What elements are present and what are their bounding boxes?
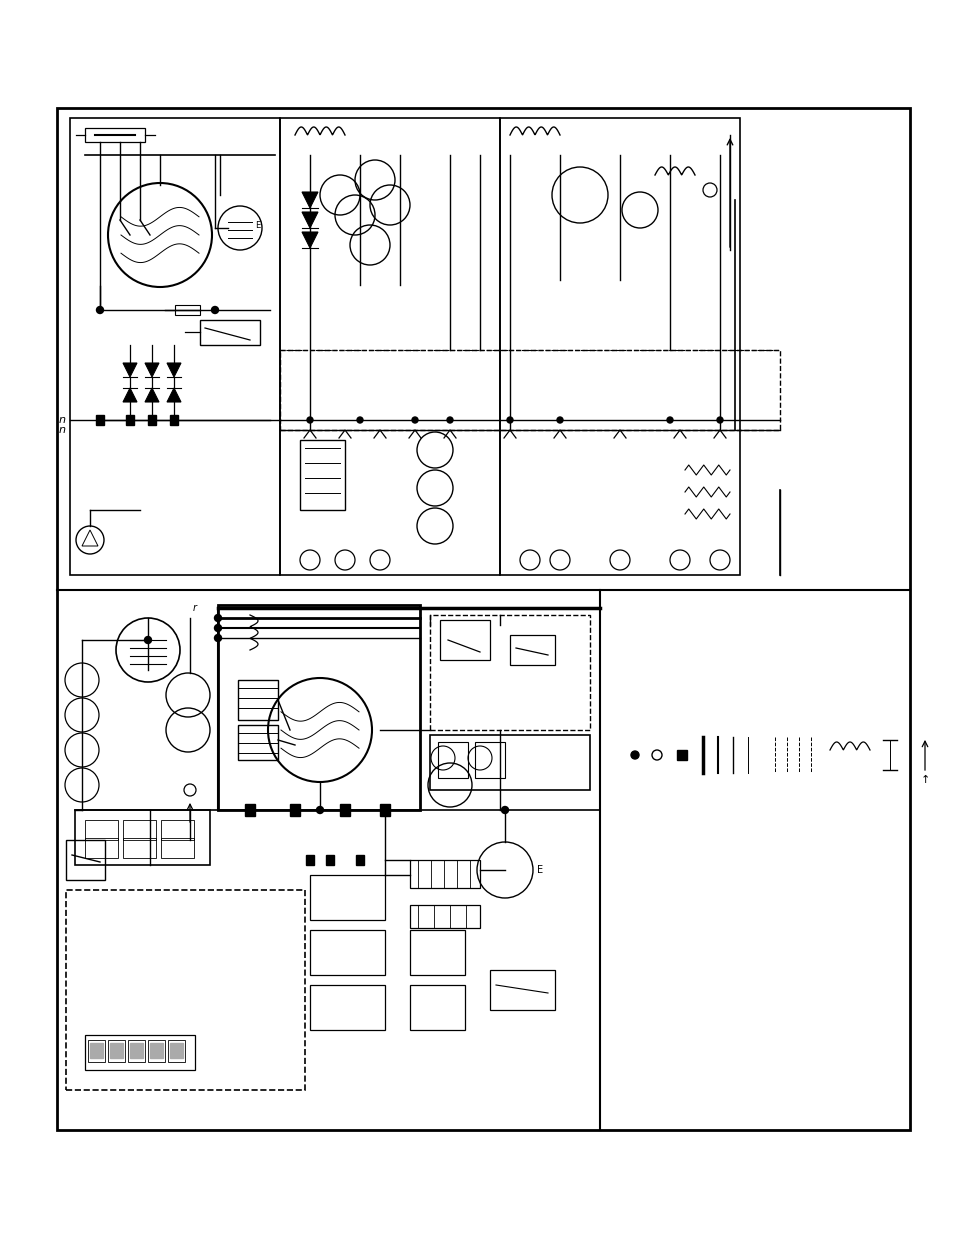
Polygon shape bbox=[379, 804, 390, 816]
Polygon shape bbox=[302, 191, 317, 207]
Polygon shape bbox=[96, 415, 104, 425]
Circle shape bbox=[214, 635, 221, 641]
Polygon shape bbox=[145, 388, 159, 403]
Circle shape bbox=[214, 615, 221, 621]
Circle shape bbox=[144, 636, 152, 643]
Polygon shape bbox=[245, 804, 254, 816]
Polygon shape bbox=[170, 1044, 183, 1058]
Polygon shape bbox=[167, 388, 181, 403]
Circle shape bbox=[212, 306, 218, 314]
Polygon shape bbox=[110, 1044, 123, 1058]
Circle shape bbox=[96, 306, 103, 314]
Polygon shape bbox=[290, 804, 299, 816]
Circle shape bbox=[717, 417, 722, 424]
Polygon shape bbox=[339, 804, 350, 816]
Circle shape bbox=[316, 806, 323, 814]
Circle shape bbox=[506, 417, 513, 424]
Text: E: E bbox=[537, 864, 542, 876]
Circle shape bbox=[666, 417, 672, 424]
Polygon shape bbox=[170, 415, 178, 425]
Circle shape bbox=[447, 417, 453, 424]
Polygon shape bbox=[123, 363, 137, 377]
Text: n: n bbox=[58, 425, 66, 435]
Polygon shape bbox=[306, 855, 314, 864]
Text: n: n bbox=[58, 415, 66, 425]
Polygon shape bbox=[302, 212, 317, 228]
Polygon shape bbox=[148, 415, 156, 425]
Circle shape bbox=[630, 751, 639, 760]
Text: E: E bbox=[254, 221, 260, 230]
Polygon shape bbox=[167, 363, 181, 377]
Circle shape bbox=[412, 417, 417, 424]
Circle shape bbox=[356, 417, 363, 424]
Circle shape bbox=[557, 417, 562, 424]
Circle shape bbox=[214, 625, 221, 631]
Circle shape bbox=[501, 806, 508, 814]
Circle shape bbox=[307, 417, 313, 424]
Polygon shape bbox=[355, 855, 364, 864]
Polygon shape bbox=[326, 855, 334, 864]
Circle shape bbox=[381, 806, 388, 814]
Polygon shape bbox=[145, 363, 159, 377]
Polygon shape bbox=[90, 1044, 103, 1058]
Polygon shape bbox=[130, 1044, 143, 1058]
Polygon shape bbox=[677, 750, 686, 760]
Text: r: r bbox=[193, 603, 196, 613]
Text: ↑: ↑ bbox=[920, 776, 929, 785]
Polygon shape bbox=[123, 388, 137, 403]
Polygon shape bbox=[302, 232, 317, 248]
Polygon shape bbox=[150, 1044, 163, 1058]
Polygon shape bbox=[126, 415, 133, 425]
